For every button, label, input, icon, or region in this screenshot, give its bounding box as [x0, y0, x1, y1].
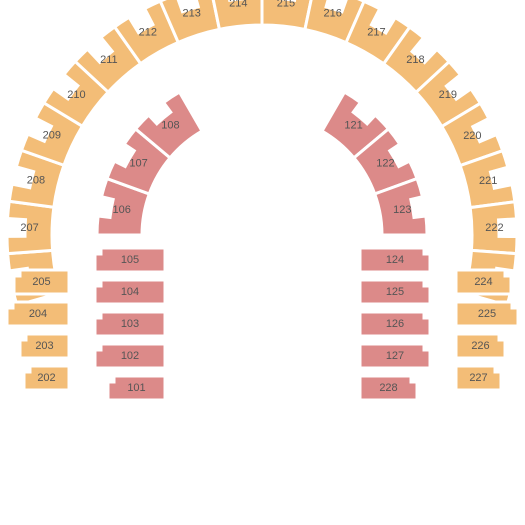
section-label-226: 226	[471, 340, 489, 352]
section-label-125: 125	[386, 286, 404, 298]
section-label-122: 122	[376, 158, 394, 170]
section-label-208: 208	[27, 175, 45, 187]
section-label-213: 213	[183, 7, 201, 19]
section-label-108: 108	[161, 120, 179, 132]
section-label-105: 105	[121, 254, 139, 266]
section-label-221: 221	[479, 175, 497, 187]
section-label-211: 211	[100, 54, 118, 66]
section-label-216: 216	[324, 7, 342, 19]
section-label-126: 126	[386, 318, 404, 330]
section-label-102: 102	[121, 350, 139, 362]
section-label-209: 209	[43, 130, 61, 142]
section-label-217: 217	[367, 27, 385, 39]
section-label-228: 228	[379, 382, 397, 394]
section-label-204: 204	[29, 308, 47, 320]
section-label-218: 218	[406, 54, 424, 66]
section-label-106: 106	[112, 204, 130, 216]
section-label-212: 212	[139, 26, 157, 38]
section-label-207: 207	[20, 222, 38, 234]
section-label-121: 121	[344, 120, 362, 132]
section-label-203: 203	[35, 340, 53, 352]
section-label-210: 210	[67, 89, 85, 101]
section-label-104: 104	[121, 286, 139, 298]
section-label-107: 107	[129, 158, 147, 170]
section-label-127: 127	[386, 350, 404, 362]
section-label-224: 224	[474, 276, 492, 288]
section-label-205: 205	[32, 276, 50, 288]
section-label-214: 214	[229, 0, 247, 10]
section-label-227: 227	[469, 372, 487, 384]
section-label-202: 202	[37, 372, 55, 384]
section-label-123: 123	[393, 204, 411, 216]
section-label-219: 219	[439, 89, 457, 101]
section-label-225: 225	[478, 308, 496, 320]
section-label-101: 101	[127, 382, 145, 394]
section-label-124: 124	[386, 254, 404, 266]
section-label-103: 103	[121, 318, 139, 330]
section-label-222: 222	[485, 222, 503, 234]
section-label-215: 215	[277, 0, 295, 10]
section-label-220: 220	[463, 130, 481, 142]
seating-chart: 2062072082092102112122132142152162172182…	[0, 0, 525, 525]
